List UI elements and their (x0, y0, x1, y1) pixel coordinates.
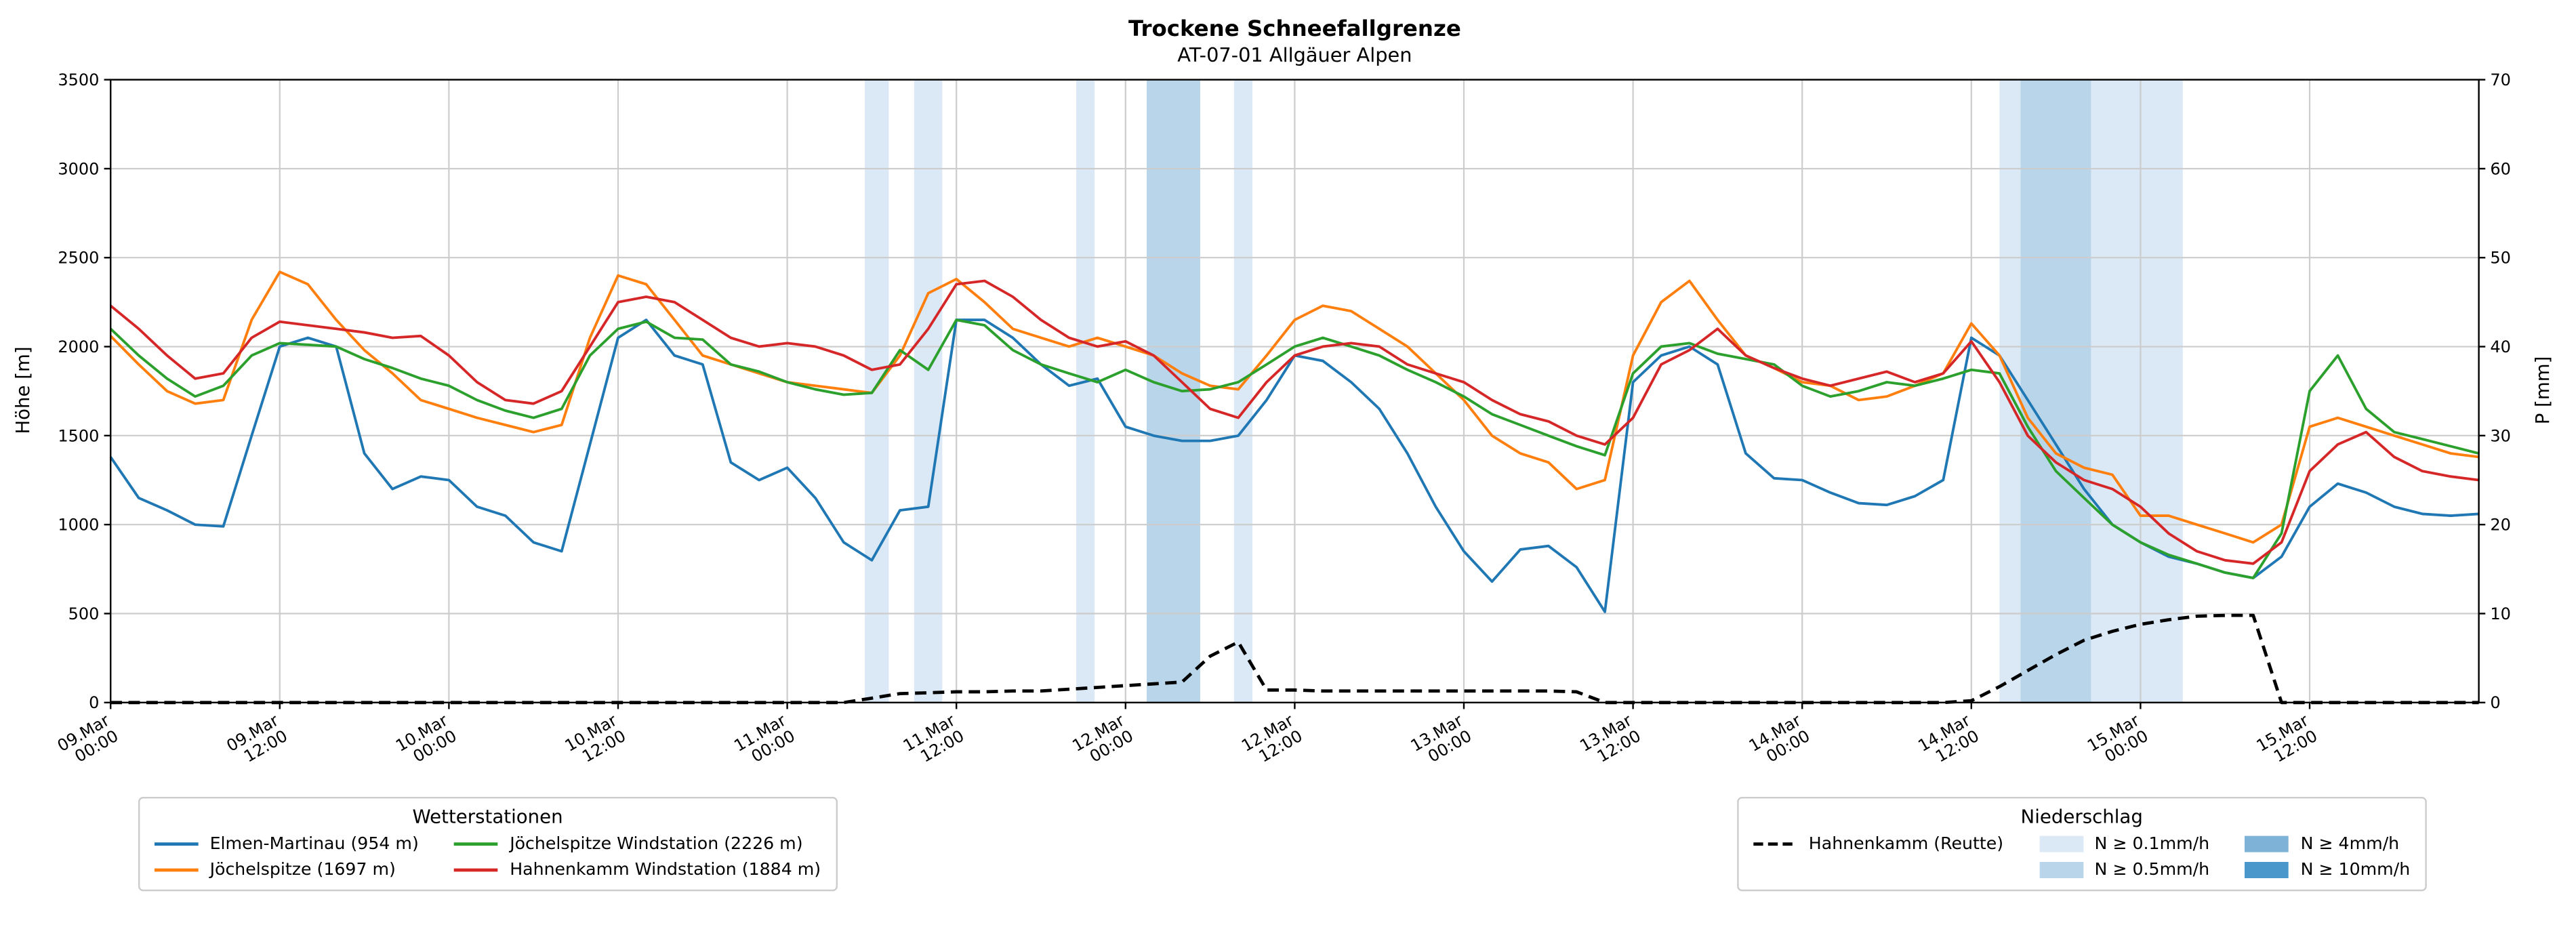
x-tick-label-text: 13.Mar00:00 (1408, 711, 1475, 771)
legend-line-swatch (1753, 842, 1797, 845)
y-tick-label-right: 0 (2490, 693, 2500, 712)
x-tick-label: 09.Mar12:00 (224, 711, 291, 771)
x-tick-label: 12.Mar12:00 (1238, 711, 1306, 771)
y-tick-label-left: 2000 (58, 337, 99, 356)
legend-grid-wetterstationen: Elmen-Martinau (954 m) Jöchelspitze (1697… (155, 833, 821, 880)
x-tick-label: 09.Mar00:00 (54, 711, 122, 771)
chart-subtitle: AT-07-01 Allgäuer Alpen (1177, 43, 1412, 67)
precip-band-p01 (1076, 79, 1095, 703)
legend-item-hahnenkamm-reutte: Hahnenkamm (Reutte) (1753, 833, 2003, 854)
x-tick-label-text: 12.Mar00:00 (1069, 711, 1137, 771)
y-tick-label-left: 2500 (58, 249, 99, 268)
legend-label-joechelspitze-windstation: Jöchelspitze Windstation (2226 m) (510, 833, 803, 853)
legend-label-elmen-martinau: Elmen-Martinau (954 m) (209, 833, 419, 853)
x-tick-label-text: 10.Mar00:00 (392, 711, 460, 771)
precip-band-p05 (2020, 79, 2091, 703)
legend-item-elmen-martinau: Elmen-Martinau (954 m) (155, 833, 419, 854)
x-tick-label: 13.Mar12:00 (1576, 711, 1644, 771)
legend-label-hahnenkamm-windstation: Hahnenkamm Windstation (1884 m) (510, 859, 821, 880)
precip-band-p01 (1233, 79, 1253, 703)
y-tick-label-left: 3500 (58, 70, 99, 89)
legend-item-n-05: N ≥ 0.5mm/h (2039, 859, 2209, 880)
legend-line-swatch (155, 842, 199, 845)
y-tick-label-right: 60 (2490, 159, 2511, 178)
legend-patch-swatch (2039, 835, 2083, 852)
y-tick-label-left: 1500 (58, 426, 99, 445)
legend-item-joechelspitze-windstation: Jöchelspitze Windstation (2226 m) (454, 833, 821, 854)
legend-grid-niederschlag: Hahnenkamm (Reutte) N ≥ 0.1mm/h N ≥ 0.5mm/… (1753, 833, 2410, 880)
x-tick-label: 14.Mar00:00 (1746, 711, 1814, 771)
legend-label-hahnenkamm-reutte: Hahnenkamm (Reutte) (1808, 833, 2004, 853)
y-tick-label-right: 30 (2490, 426, 2511, 445)
x-tick-label: 15.Mar00:00 (2084, 711, 2152, 771)
precip-band-p01 (914, 79, 943, 703)
legend-label-n-4: N ≥ 4mm/h (2300, 833, 2400, 853)
legend-title-niederschlag: Niederschlag (2020, 805, 2143, 828)
legend-line-swatch (454, 867, 499, 871)
legend-label-n-05: N ≥ 0.5mm/h (2094, 859, 2210, 880)
legend-empty-cell (1753, 859, 2003, 880)
y-tick-label-left: 500 (68, 604, 100, 623)
x-tick-label-text: 11.Mar00:00 (731, 711, 798, 771)
x-tick-label-text: 13.Mar12:00 (1576, 711, 1644, 771)
y-tick-label-right: 50 (2490, 249, 2511, 268)
y-tick-label-right: 70 (2490, 70, 2511, 89)
y-tick-label-left: 1000 (58, 516, 99, 535)
x-tick-label-text: 15.Mar12:00 (2253, 711, 2321, 771)
x-tick-label-text: 14.Mar00:00 (1746, 711, 1814, 771)
legend-label-n-10: N ≥ 10mm/h (2300, 859, 2411, 880)
x-tick-label-text: 12.Mar12:00 (1238, 711, 1306, 771)
legend-title-wetterstationen: Wetterstationen (412, 805, 563, 828)
y-tick-label-right: 20 (2490, 516, 2511, 535)
series-line-hahnenkamm-windstation (109, 279, 2479, 565)
x-tick-label: 14.Mar12:00 (1915, 711, 1983, 771)
precip-band-p01 (865, 79, 889, 703)
legend-line-swatch (454, 842, 499, 845)
x-tick-label: 10.Mar12:00 (562, 711, 630, 771)
y-tick-label-left: 0 (89, 693, 99, 712)
x-tick-label: 10.Mar00:00 (392, 711, 460, 771)
y-tick-label-right: 10 (2490, 604, 2511, 623)
series-line-joechelspitze (109, 270, 2479, 544)
legend-patch-swatch (2039, 861, 2083, 878)
x-tick-label-text: 14.Mar12:00 (1915, 711, 1983, 771)
legend-patch-swatch (2245, 835, 2289, 852)
y-tick-label-left: 3000 (58, 159, 99, 178)
x-tick-label-text: 09.Mar12:00 (224, 711, 291, 771)
x-tick-label-text: 11.Mar12:00 (900, 711, 968, 771)
x-tick-label: 13.Mar00:00 (1408, 711, 1475, 771)
x-tick-label-text: 09.Mar00:00 (54, 711, 122, 771)
legend-item-joechelspitze: Jöchelspitze (1697 m) (155, 859, 419, 880)
x-tick-label: 12.Mar00:00 (1069, 711, 1137, 771)
series-line-joechelspitze-windstation (109, 318, 2480, 579)
y-tick-label-right: 40 (2490, 337, 2511, 356)
x-tick-label: 11.Mar00:00 (731, 711, 798, 771)
x-tick-label: 15.Mar12:00 (2253, 711, 2321, 771)
x-tick-label: 11.Mar12:00 (900, 711, 968, 771)
legend-patch-swatch (2245, 861, 2289, 878)
legend-label-n-01: N ≥ 0.1mm/h (2094, 833, 2210, 853)
legend-niederschlag: Niederschlag Hahnenkamm (Reutte) N ≥ 0.1m… (1737, 797, 2427, 892)
legend-item-n-01: N ≥ 0.1mm/h (2039, 833, 2209, 854)
legend-label-joechelspitze: Jöchelspitze (1697 m) (209, 859, 396, 880)
legend-item-n-4: N ≥ 4mm/h (2245, 833, 2410, 854)
legend-wetterstationen: Wetterstationen Elmen-Martinau (954 m) Jö… (138, 797, 838, 892)
legend-line-swatch (155, 867, 199, 871)
legend-item-n-10: N ≥ 10mm/h (2245, 859, 2410, 880)
legend-item-hahnenkamm-windstation: Hahnenkamm Windstation (1884 m) (454, 859, 821, 880)
x-tick-label-text: 10.Mar12:00 (562, 711, 630, 771)
chart-title: Trockene Schneefallgrenze (1128, 16, 1461, 43)
x-tick-label-text: 15.Mar00:00 (2084, 711, 2152, 771)
